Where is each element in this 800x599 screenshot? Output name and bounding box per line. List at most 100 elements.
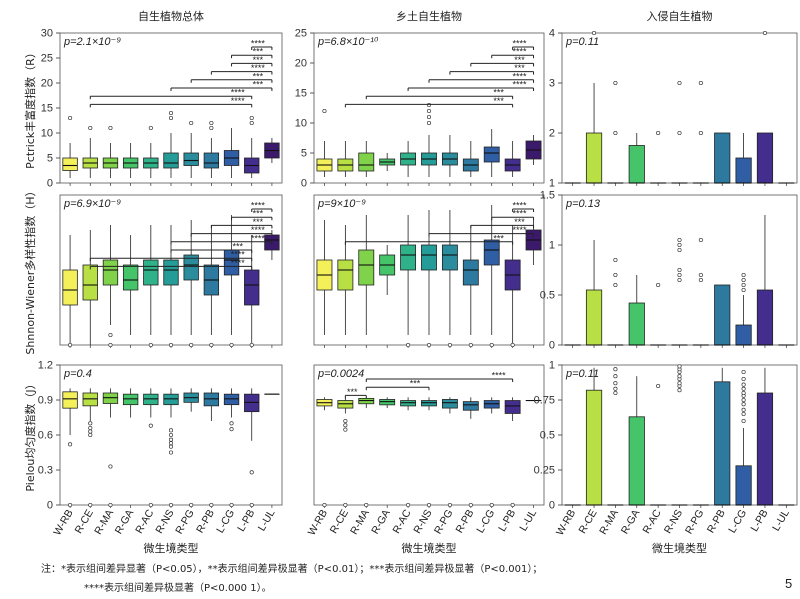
box-R-NS: [671, 237, 688, 346]
x-tick-label: R-PG: [432, 508, 456, 537]
sig-label: ***: [514, 217, 525, 227]
panel-H-native: ******************p=9×10⁻⁹: [313, 194, 545, 348]
x-tick-label: R-PB: [705, 508, 728, 536]
significance-bracket: ****: [491, 47, 535, 59]
outlier-point: [249, 502, 254, 508]
box-iqr: [483, 146, 500, 163]
box-R-AC: [650, 383, 667, 506]
outlier-point: [613, 381, 618, 386]
box-R-GA: [122, 388, 139, 418]
outlier-point: [677, 247, 682, 253]
x-tick-label: L-CG: [726, 508, 749, 536]
box-R-NS: [163, 110, 179, 178]
box-L-PB: [504, 397, 521, 508]
box-R-PG: [692, 237, 709, 346]
box-R-AC: [400, 215, 417, 348]
y-tick-label: 0: [301, 178, 307, 190]
significance-bracket: ****: [210, 63, 273, 75]
outlier-point: [209, 502, 214, 508]
box-W-RB: [316, 397, 333, 508]
sig-label: ****: [513, 201, 528, 211]
box-R-MA: [358, 215, 375, 335]
outlier-point: [613, 272, 618, 278]
significance-bracket: ***: [344, 387, 367, 399]
significance-bracket: ****: [491, 209, 535, 221]
box-iqr: [462, 401, 479, 411]
box-iqr: [483, 239, 500, 266]
box-L-UL: [525, 135, 542, 165]
box-R-MA: [102, 125, 119, 178]
sig-label: ****: [251, 233, 266, 243]
box-R-AC: [143, 388, 159, 508]
outlier-point: [426, 108, 432, 114]
box-R-PB: [462, 397, 479, 508]
outlier-point: [108, 342, 113, 348]
box-iqr: [62, 157, 78, 171]
y-tick-label: 0: [549, 500, 555, 512]
y-tick-label: 0.5: [540, 290, 555, 302]
sig-label: ****: [251, 63, 266, 73]
y-axis-label: Shnnon-Wiener多样性指数（H）: [23, 185, 37, 354]
y-tick-label: 0.9: [38, 395, 53, 407]
x-tick-label: R-AC: [641, 507, 664, 536]
sig-label: ****: [513, 47, 528, 57]
box-R-PB: [714, 284, 731, 346]
sig-label: ***: [514, 63, 525, 73]
significance-bracket: ***: [365, 88, 514, 100]
outlier-point: [168, 441, 174, 446]
sig-label: ***: [514, 55, 525, 65]
outlier-point: [468, 502, 473, 508]
box-R-GA: [628, 376, 645, 506]
outlier-point: [677, 80, 682, 86]
outlier-point: [343, 418, 348, 424]
outlier-point: [209, 342, 214, 348]
box-R-CE: [82, 230, 98, 345]
outlier-point: [168, 450, 174, 455]
x-tick-label: W-RB: [554, 508, 578, 538]
sig-label: ***: [410, 379, 421, 389]
y-tick-label: 0.3: [38, 465, 53, 477]
y-tick-label: 1.2: [38, 360, 53, 372]
box-R-GA: [122, 235, 139, 335]
box-R-GA: [628, 133, 645, 184]
outlier-point: [613, 367, 618, 372]
outlier-point: [741, 386, 746, 391]
x-tick-label: L-PB: [496, 508, 518, 534]
x-tick-label: R-GA: [113, 508, 137, 537]
box-iqr: [400, 244, 417, 271]
box-W-RB: [62, 115, 78, 178]
box-iqr: [628, 302, 645, 346]
p-value: p=0.0024: [317, 368, 364, 380]
outlier-point: [489, 342, 494, 348]
p-value: p=0.4: [63, 368, 92, 380]
sig-label: ****: [251, 201, 266, 211]
box-R-PG: [183, 388, 199, 508]
box-R-PB: [462, 141, 479, 177]
x-tick-label: R-AC: [133, 507, 156, 536]
y-tick-label: 0.6: [38, 430, 53, 442]
outlier-point: [168, 342, 174, 348]
y-tick-label: 25: [41, 53, 53, 65]
panel-J-all: 00.30.60.91.2p=0.4Pielou均匀度指数（J）W-RBR-CE…: [23, 360, 283, 555]
outlier-point: [406, 502, 411, 508]
box-iqr: [735, 324, 752, 346]
sig-label: ***: [253, 55, 264, 65]
box-R-MA: [358, 141, 375, 177]
y-tick-label: 30: [41, 28, 53, 40]
box-R-AC: [143, 225, 159, 348]
significance-bracket: ***: [449, 63, 535, 75]
box-iqr: [441, 399, 458, 409]
outlier-point: [406, 342, 411, 348]
outlier-point: [426, 102, 432, 108]
outlier-point: [168, 502, 174, 508]
sig-label: ****: [492, 371, 507, 381]
column-title: 乡土自生植物: [396, 9, 462, 23]
sig-label: ****: [513, 80, 528, 90]
box-L-CG: [735, 133, 752, 184]
box-R-PB: [203, 120, 220, 178]
outlier-point: [148, 502, 153, 508]
box-R-PB: [462, 225, 479, 348]
box-iqr: [585, 132, 603, 184]
x-tick-label: L-CG: [214, 508, 237, 536]
outlier-point: [741, 418, 746, 424]
